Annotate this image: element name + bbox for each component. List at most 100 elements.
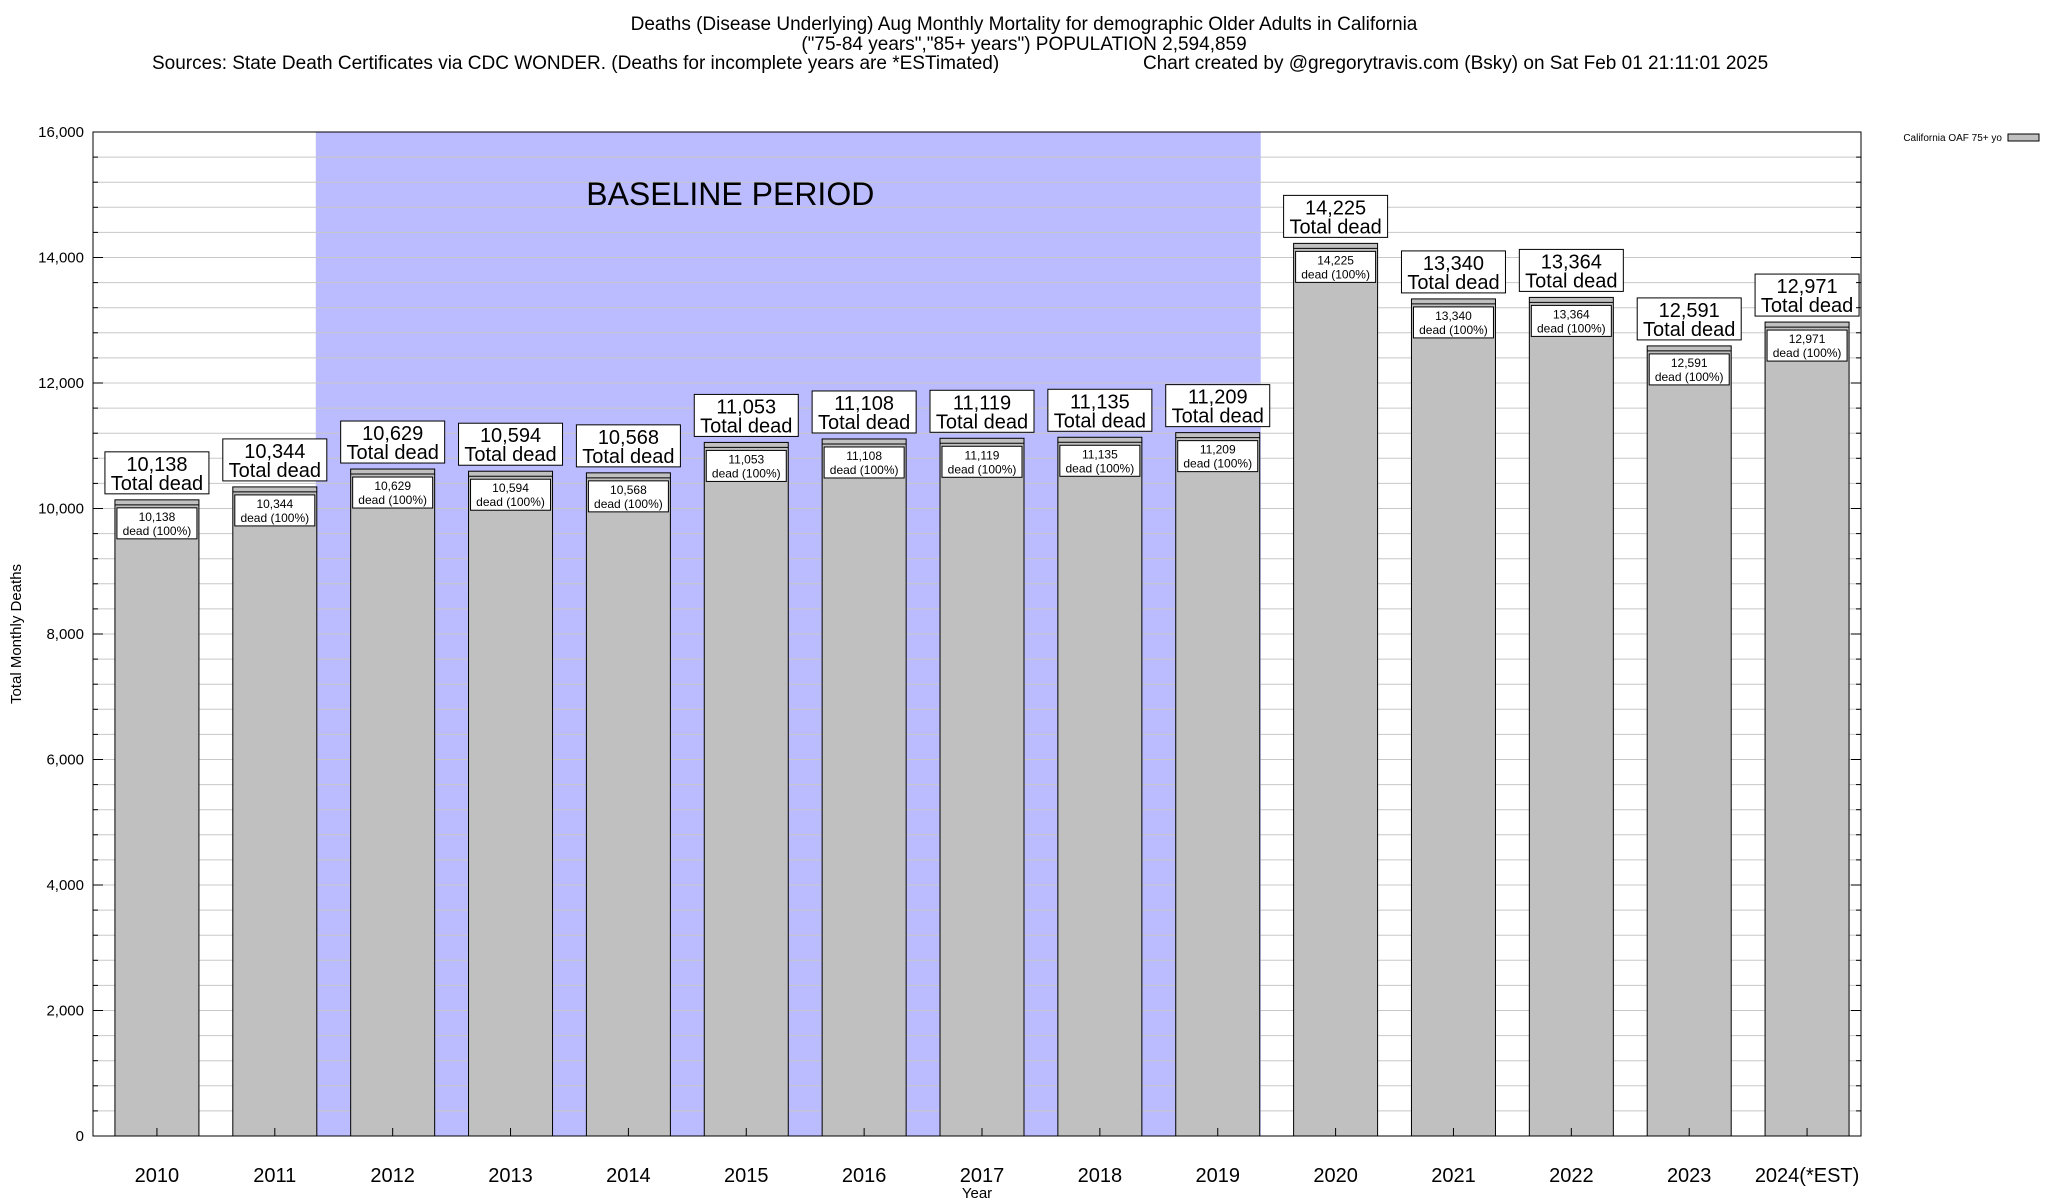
bar-value-label: 10,344 — [244, 441, 305, 463]
bar-total-label-box — [1400, 250, 1506, 294]
bar-total-dead-label: Total dead — [1054, 410, 1146, 432]
bar-inner-value-label: 11,209 — [1200, 443, 1236, 457]
bar — [1528, 296, 1614, 1137]
bar-total-dead-label: Total dead — [1289, 216, 1381, 238]
y-axis: 0 2,000 4,000 6,000 8,000 10,000 12,000 14,000 1… — [38, 124, 1861, 1145]
bar-inner-value-label: 13,340 — [1435, 309, 1472, 323]
bar-total-label-box — [1165, 384, 1271, 428]
bar-value-label: 13,340 — [1423, 253, 1484, 275]
x-tick-label: 2013 — [488, 1165, 533, 1187]
bar-inner-value-label: 10,594 — [492, 481, 529, 495]
y-axis-label: Total Monthly Deaths — [8, 564, 25, 704]
bar-total-label-box — [222, 438, 328, 482]
bar-total-dead-label: Total dead — [1172, 406, 1264, 428]
x-tick-label: 2015 — [724, 1165, 769, 1187]
bar-value-label: 11,053 — [716, 396, 776, 418]
legend-label: California OAF 75+ yo — [1903, 133, 2002, 144]
bar-inner-percent-label: dead (100%) — [123, 524, 192, 538]
bar-value-label: 10,629 — [362, 423, 423, 445]
bar-inner-percent-label: dead (100%) — [1773, 346, 1842, 360]
bar-total-label-box — [1047, 388, 1153, 432]
y-tick-label: 4,000 — [46, 877, 84, 894]
bar-total-dead-label: Total dead — [1643, 319, 1735, 341]
chart-sources: Sources: State Death Certificates via CD… — [152, 53, 1000, 74]
bar-inner-percent-label: dead (100%) — [1183, 457, 1252, 471]
bar-inner-label-box — [470, 478, 552, 511]
bar-total-dead-label: Total dead — [1761, 295, 1853, 317]
chart-credit: Chart created by @gregorytravis.com (Bsk… — [1143, 53, 1769, 74]
bar-inner-label-box — [1530, 304, 1612, 337]
bar-inner-percent-label: dead (100%) — [948, 462, 1017, 476]
x-tick-label: 2011 — [253, 1165, 296, 1187]
bar-inner-label-box — [587, 480, 669, 513]
bar-total-label-box — [458, 422, 564, 466]
bar-inner-value-label: 11,135 — [1082, 447, 1118, 461]
chart-title: Deaths (Disease Underlying) Aug Monthly … — [630, 14, 1418, 35]
bar — [939, 437, 1025, 1137]
bar-inner-label-box — [1648, 353, 1730, 386]
bar — [703, 441, 789, 1137]
bar-inner-percent-label: dead (100%) — [712, 466, 781, 480]
bar-value-label: 10,594 — [480, 425, 541, 447]
bar-total-dead-label: Total dead — [111, 473, 203, 495]
bar-total-label-box — [575, 424, 681, 468]
bar-inner-value-label: 14,225 — [1317, 253, 1354, 267]
bar-inner-label-box — [116, 507, 198, 540]
x-tick-label: 2019 — [1195, 1165, 1240, 1187]
bar-inner-value-label: 11,119 — [965, 448, 1000, 462]
y-tick-label: 8,000 — [46, 626, 84, 643]
bar-total-label-box — [693, 393, 799, 437]
bar-inner-label-box — [823, 446, 905, 479]
bar — [232, 486, 318, 1137]
y-tick-label: 16,000 — [38, 124, 84, 141]
x-tick-label: 2022 — [1549, 1165, 1594, 1187]
bar-inner-percent-label: dead (100%) — [1537, 321, 1606, 335]
bar — [468, 470, 554, 1137]
y-tick-label: 10,000 — [38, 501, 84, 518]
x-tick-label: 2020 — [1313, 1165, 1358, 1187]
bar-value-label: 11,209 — [1188, 387, 1248, 409]
bar-total-label-box — [929, 389, 1035, 433]
bar-inner-value-label: 12,591 — [1671, 356, 1708, 370]
bar-total-dead-label: Total dead — [229, 460, 321, 482]
x-tick-label: 2017 — [960, 1165, 1005, 1187]
bar — [585, 472, 671, 1137]
bar-inner-value-label: 10,344 — [256, 497, 293, 511]
y-tick-label: 2,000 — [46, 1003, 84, 1020]
bar-inner-percent-label: dead (100%) — [358, 493, 427, 507]
bar-inner-percent-label: dead (100%) — [1655, 370, 1724, 384]
bar-value-label: 10,568 — [598, 427, 659, 449]
y-tick-label: 6,000 — [46, 752, 84, 769]
bar — [114, 499, 200, 1137]
bar-inner-label-box — [941, 445, 1023, 478]
bar-inner-label-box — [1766, 329, 1848, 362]
bar-inner-label-box — [1177, 440, 1259, 473]
bar-inner-percent-label: dead (100%) — [594, 497, 663, 511]
y-tick-label: 12,000 — [38, 375, 84, 392]
bar-total-dead-label: Total dead — [1407, 272, 1499, 294]
bar-value-label: 12,971 — [1776, 276, 1837, 298]
baseline-period-label: BASELINE PERIOD — [586, 176, 874, 212]
bar-inner-value-label: 10,568 — [610, 483, 647, 497]
bar — [1057, 436, 1143, 1137]
bar-inner-percent-label: dead (100%) — [476, 495, 545, 509]
bar-value-label: 13,364 — [1541, 251, 1602, 273]
x-tick-label: 2012 — [370, 1165, 415, 1187]
bar-inner-percent-label: dead (100%) — [1301, 267, 1370, 281]
x-tick-label: 2014 — [606, 1165, 651, 1187]
bar-inner-label-box — [352, 476, 434, 509]
x-tick-label: 2023 — [1667, 1165, 1712, 1187]
bar-inner-label-box — [234, 494, 316, 527]
